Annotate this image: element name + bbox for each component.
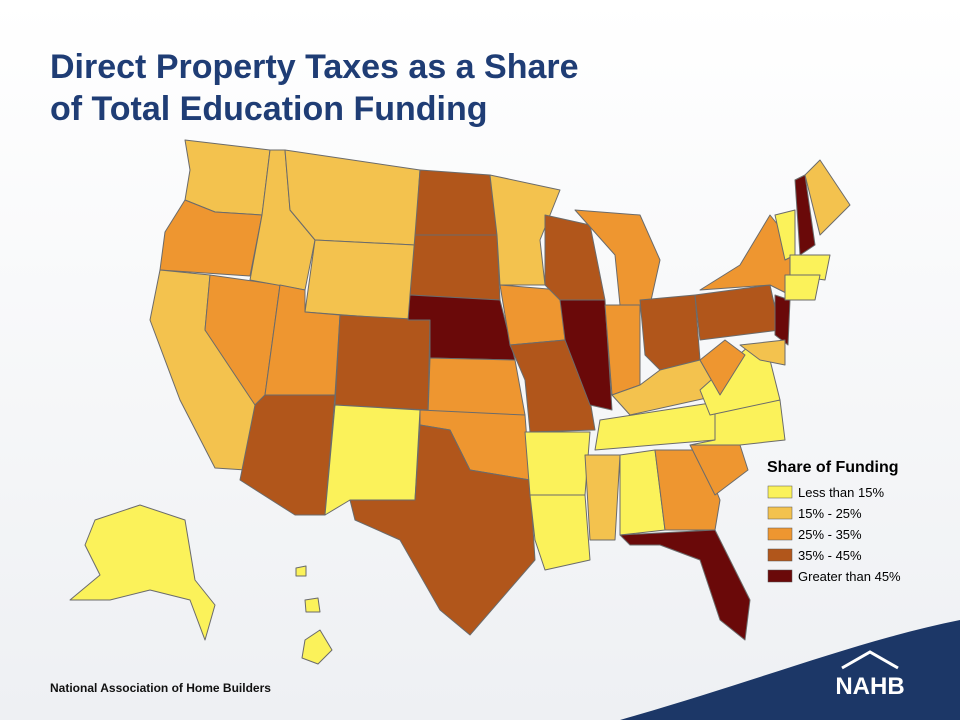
legend-swatch	[767, 527, 793, 541]
region	[559, 299, 613, 411]
footer-swoosh	[620, 620, 960, 720]
legend-swatch	[767, 485, 793, 499]
region	[524, 431, 591, 496]
region	[324, 404, 421, 516]
region	[304, 597, 321, 613]
region	[184, 139, 271, 216]
region	[414, 169, 498, 236]
state-map	[69, 139, 851, 665]
region	[159, 199, 263, 277]
region	[619, 529, 751, 641]
region	[774, 294, 791, 346]
region	[529, 494, 591, 571]
region	[584, 454, 621, 541]
legend-label: 15% - 25%	[798, 506, 862, 521]
legend-swatch	[767, 506, 793, 520]
footer-logo: NAHB	[835, 673, 904, 700]
title-line: Direct Property Taxes as a Share	[50, 48, 579, 86]
region	[739, 339, 786, 366]
legend-swatch	[767, 548, 793, 562]
legend-label: 35% - 45%	[798, 548, 862, 563]
legend-swatch	[767, 569, 793, 583]
footer-organization: National Association of Home Builders	[50, 681, 271, 695]
region	[304, 239, 416, 321]
region	[409, 234, 501, 301]
region	[239, 394, 336, 516]
legend-label: Greater than 45%	[798, 569, 901, 584]
region	[349, 424, 536, 636]
legend-label: 25% - 35%	[798, 527, 862, 542]
region	[789, 254, 831, 281]
region	[694, 284, 781, 341]
title-line: of Total Education Funding	[50, 90, 488, 128]
legend-label: Less than 15%	[798, 485, 884, 500]
region	[295, 565, 307, 577]
logo-roof	[841, 650, 899, 670]
region	[699, 214, 791, 296]
region	[427, 357, 526, 416]
region	[794, 174, 816, 256]
region	[699, 339, 746, 396]
legend-title: Share of Funding	[767, 459, 899, 476]
region	[69, 504, 216, 641]
region	[334, 314, 431, 411]
region	[301, 629, 333, 665]
region	[639, 294, 701, 371]
legend: Less than 15% 15% - 25% 25% - 35% 35% - 45%…	[767, 485, 901, 584]
region	[784, 274, 821, 301]
region	[804, 159, 851, 236]
